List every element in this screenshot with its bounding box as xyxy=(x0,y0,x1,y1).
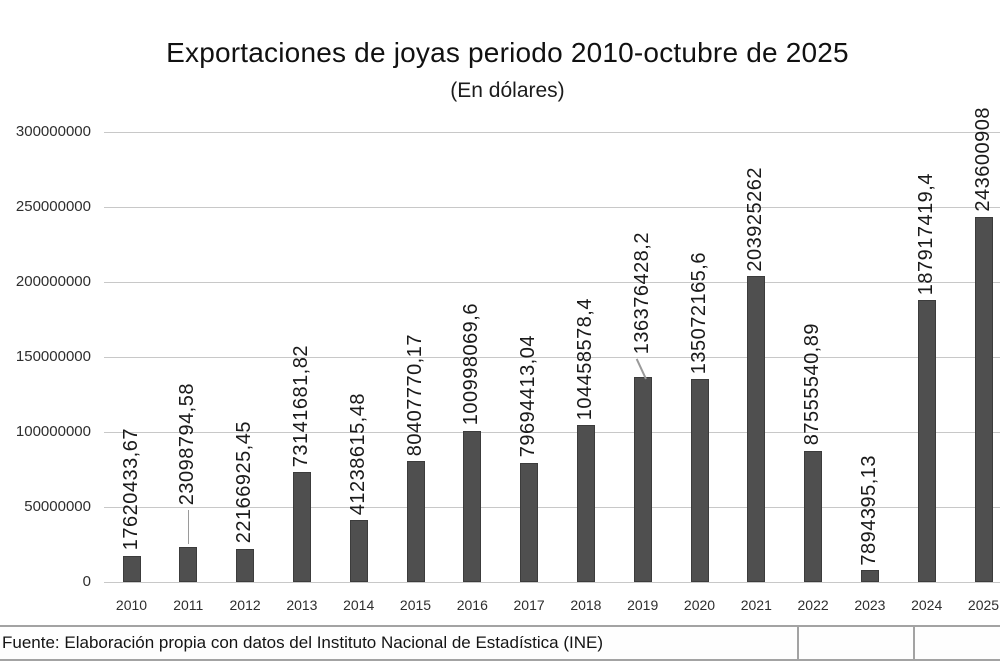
x-axis-label: 2025 xyxy=(967,597,1000,613)
x-axis-label: 2020 xyxy=(683,597,716,613)
gridline xyxy=(104,207,1000,208)
bar-2015 xyxy=(406,461,425,582)
x-axis-label: 2016 xyxy=(456,597,488,613)
x-axis-label: 2015 xyxy=(399,597,432,613)
footer-cell-divider xyxy=(797,627,799,659)
bar-value-label: 104458578,4 xyxy=(573,298,596,421)
x-axis-label: 2023 xyxy=(854,597,886,613)
x-axis-label: 2024 xyxy=(911,597,943,613)
bar-2011 xyxy=(179,547,198,582)
y-axis-label: 50000000 xyxy=(24,498,91,515)
y-axis-label: 0 xyxy=(82,573,91,590)
gridline xyxy=(104,432,1000,433)
bar-2025 xyxy=(974,216,993,582)
bar-2019 xyxy=(633,377,652,582)
footer-cell-divider xyxy=(913,627,915,659)
bar-value-label: 22166925,45 xyxy=(233,421,256,544)
x-axis-label: 2013 xyxy=(286,597,318,613)
bar-value-label: 203925262 xyxy=(744,166,767,272)
gridline xyxy=(104,357,1000,358)
y-axis-label: 150000000 xyxy=(15,348,91,365)
bar-value-label: 136376428,2 xyxy=(630,232,653,355)
bar-2022 xyxy=(804,450,823,582)
source-footer: Fuente: Elaboración propia con datos del… xyxy=(0,625,1000,661)
x-axis-label: 2018 xyxy=(570,597,602,613)
bar-value-label: 41238615,48 xyxy=(346,392,369,516)
bar-value-label: 17620433,67 xyxy=(119,428,142,551)
footer-source-text: Fuente: Elaboración propia con datos del… xyxy=(2,633,604,652)
bar-value-label: 7894395,13 xyxy=(857,454,880,566)
y-axis-label: 200000000 xyxy=(15,273,91,290)
bar-value-label: 73141681,82 xyxy=(289,345,312,468)
bar-2014 xyxy=(349,520,368,582)
bar-value-label: 87555540,89 xyxy=(801,323,824,446)
x-axis-label: 2012 xyxy=(229,597,261,613)
y-axis-label: 250000000 xyxy=(15,198,91,215)
bar-value-label: 135072165,6 xyxy=(687,252,710,375)
bar-value-label: 79694413,04 xyxy=(517,335,540,458)
bar-2012 xyxy=(236,548,255,582)
x-axis-label: 2010 xyxy=(115,597,148,613)
x-axis-label: 2011 xyxy=(173,597,204,613)
bar-2020 xyxy=(690,379,709,582)
y-axis-label: 300000000 xyxy=(15,123,91,140)
gridline xyxy=(104,282,1000,283)
gridline xyxy=(104,582,1000,583)
x-axis-label: 2017 xyxy=(513,597,545,613)
y-axis-label: 100000000 xyxy=(15,423,91,440)
bar-value-label: 187917419,4 xyxy=(914,172,937,296)
x-axis-label: 2021 xyxy=(740,597,772,613)
bar-2021 xyxy=(747,276,766,582)
chart-subtitle: (En dólares) xyxy=(450,79,565,102)
bar-2024 xyxy=(917,300,936,582)
bar-2018 xyxy=(576,425,595,582)
bar-value-label: 80407770,17 xyxy=(403,334,426,457)
label-leader-line xyxy=(187,510,190,545)
x-axis-label: 2019 xyxy=(627,597,659,613)
gridline xyxy=(104,507,1000,508)
bar-value-label: 23098794,58 xyxy=(176,383,199,506)
chart-title: Exportaciones de joyas periodo 2010-octu… xyxy=(166,37,849,68)
bar-2010 xyxy=(122,555,141,582)
gridline xyxy=(104,132,1000,133)
x-axis-label: 2022 xyxy=(797,597,829,613)
bar-value-label: 243600908 xyxy=(971,107,994,212)
bar-2013 xyxy=(292,472,311,582)
bar-2017 xyxy=(520,462,539,582)
bar-2016 xyxy=(463,430,482,582)
x-axis-label: 2014 xyxy=(343,597,375,613)
bar-value-label: 100998069,6 xyxy=(460,303,483,426)
bar-2023 xyxy=(860,570,879,582)
